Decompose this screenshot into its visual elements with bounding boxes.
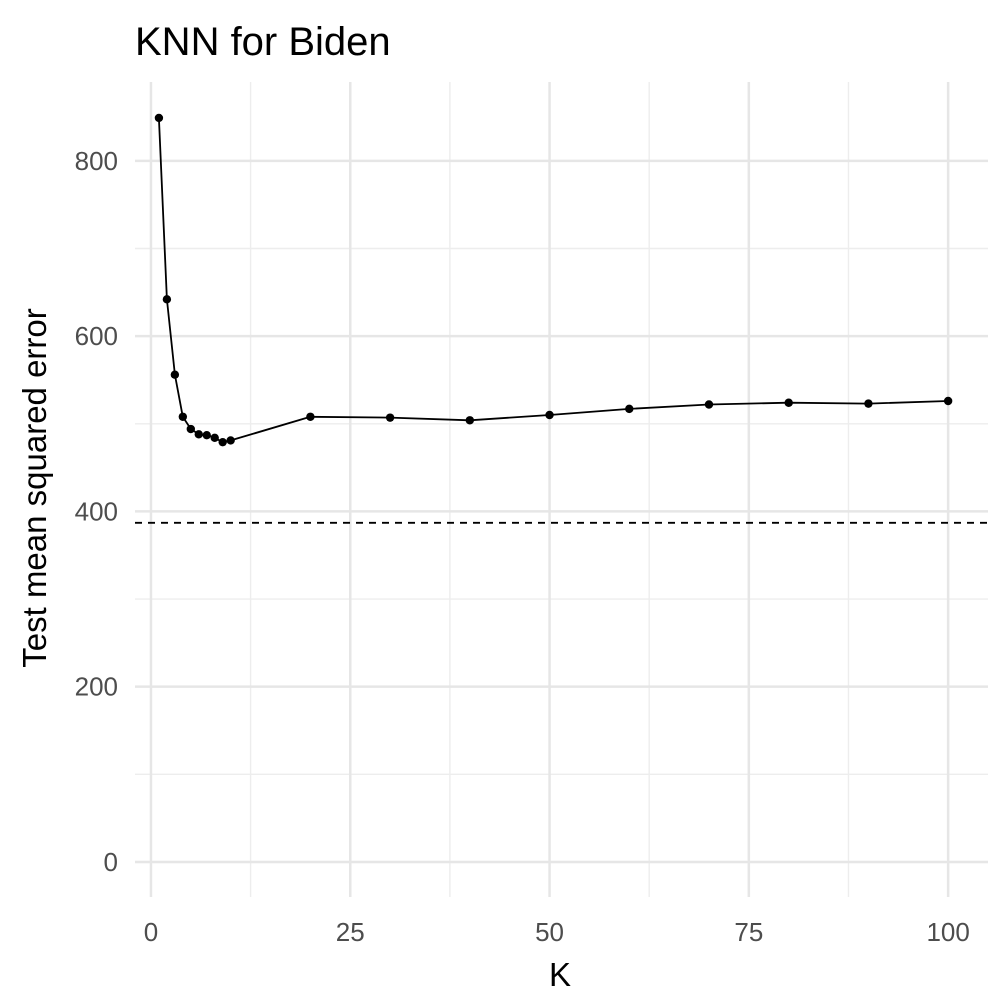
data-points-layer — [154, 113, 953, 447]
data-point — [218, 437, 227, 447]
data-point — [465, 416, 475, 425]
x-tick-label: 75 — [734, 917, 763, 947]
series-line — [158, 117, 949, 444]
data-point — [226, 436, 235, 445]
data-point — [306, 412, 315, 421]
y-axis-title: Test mean squared error — [16, 308, 53, 668]
data-point — [625, 404, 634, 414]
x-tick-label: 0 — [144, 917, 158, 947]
x-tick-labels: 0 25 50 75 100 — [144, 917, 970, 947]
x-tick-label: 100 — [926, 917, 969, 947]
data-point — [170, 370, 180, 379]
data-point — [162, 295, 172, 304]
data-point — [943, 396, 953, 406]
data-point — [178, 412, 188, 421]
data-point — [385, 413, 395, 422]
y-tick-label: 400 — [75, 496, 118, 526]
y-tick-label: 800 — [75, 146, 118, 176]
x-tick-label: 25 — [336, 917, 365, 947]
data-point — [784, 398, 793, 407]
data-point — [186, 424, 196, 434]
chart-title: KNN for Biden — [135, 20, 391, 64]
y-tick-label: 0 — [104, 847, 118, 877]
data-point — [154, 113, 164, 123]
y-tick-labels: 0 200 400 600 800 — [75, 146, 118, 877]
y-tick-label: 600 — [75, 321, 118, 351]
data-point — [202, 430, 211, 440]
data-point — [704, 400, 714, 409]
data-point — [545, 410, 554, 420]
y-tick-label: 200 — [75, 672, 118, 702]
minor-gridlines — [135, 82, 988, 897]
data-point — [194, 430, 203, 439]
x-tick-label: 50 — [535, 917, 564, 947]
data-point — [210, 433, 219, 442]
x-axis-title: K — [549, 956, 571, 993]
series-line-layer — [158, 117, 949, 444]
major-gridlines — [135, 82, 988, 897]
data-point — [864, 399, 873, 408]
